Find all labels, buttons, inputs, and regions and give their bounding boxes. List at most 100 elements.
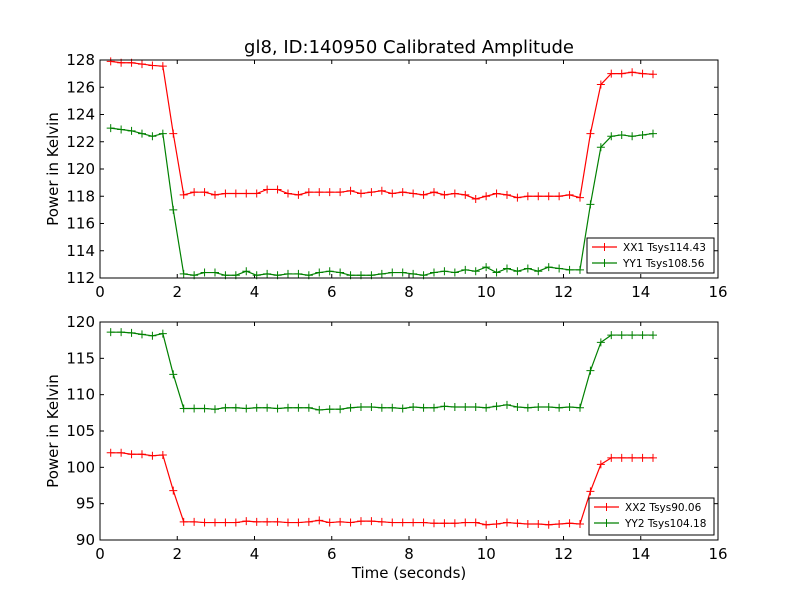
data-point-marker	[190, 517, 199, 526]
y-tick-label: 105	[66, 422, 95, 440]
y-axis-label: Power in Kelvin	[44, 112, 62, 226]
data-point-marker	[409, 518, 418, 527]
y-tick-label: 110	[66, 386, 95, 404]
data-point-marker	[294, 269, 303, 278]
data-point-marker	[336, 405, 345, 414]
data-point-marker	[263, 185, 272, 194]
data-point-marker	[607, 453, 616, 462]
x-tick-label: 0	[95, 545, 105, 563]
data-point-marker	[137, 450, 146, 459]
data-point-marker	[356, 189, 365, 198]
data-point-marker	[565, 265, 574, 274]
data-point-marker	[388, 403, 397, 412]
data-point-marker	[315, 516, 324, 525]
data-point-marker	[586, 129, 595, 138]
data-point-marker	[409, 403, 418, 412]
data-point-marker	[221, 189, 230, 198]
data-point-marker	[388, 189, 397, 198]
data-point-marker	[544, 403, 553, 412]
x-tick-label: 2	[172, 283, 182, 301]
data-point-marker	[117, 448, 126, 457]
data-point-marker	[315, 188, 324, 197]
data-point-marker	[200, 404, 209, 413]
data-point-marker	[617, 130, 626, 139]
legend-marker	[600, 243, 609, 251]
data-point-marker	[617, 453, 626, 462]
data-point-marker	[367, 403, 376, 412]
data-point-marker	[158, 129, 167, 138]
data-point-marker	[304, 517, 313, 526]
data-point-marker	[586, 200, 595, 209]
data-point-marker	[471, 267, 480, 276]
data-point-marker	[325, 518, 334, 527]
data-point-marker	[336, 188, 345, 197]
data-point-marker	[648, 453, 657, 462]
data-point-marker	[513, 403, 522, 412]
data-point-marker	[502, 264, 511, 273]
data-point-marker	[179, 269, 188, 278]
data-point-marker	[315, 405, 324, 414]
data-point-marker	[461, 190, 470, 199]
data-point-marker	[523, 520, 532, 529]
data-point-marker	[294, 518, 303, 527]
data-point-marker	[482, 192, 491, 201]
data-point-marker	[502, 400, 511, 409]
data-point-marker	[179, 517, 188, 526]
x-tick-label: 12	[554, 545, 573, 563]
data-point-marker	[596, 143, 605, 152]
legend-label: YY2 Tsys104.18	[624, 518, 706, 530]
data-point-marker	[252, 403, 261, 412]
data-point-marker	[169, 129, 178, 138]
data-point-marker	[628, 132, 637, 141]
x-tick-label: 6	[327, 283, 337, 301]
data-point-marker	[190, 188, 199, 197]
data-point-marker	[544, 192, 553, 201]
data-point-marker	[450, 519, 459, 528]
data-point-marker	[398, 188, 407, 197]
legend-label: XX2 Tsys90.06	[625, 502, 702, 514]
data-point-marker	[377, 517, 386, 526]
y-tick-label: 115	[66, 349, 95, 367]
y-tick-label: 90	[76, 531, 95, 549]
y-tick-label: 128	[66, 51, 95, 69]
data-point-marker	[158, 62, 167, 71]
data-point-marker	[221, 518, 230, 527]
data-point-marker	[127, 328, 136, 337]
y-tick-label: 114	[66, 242, 95, 260]
x-tick-label: 8	[404, 545, 414, 563]
data-point-marker	[304, 403, 313, 412]
x-tick-label: 16	[708, 283, 727, 301]
x-tick-label: 4	[250, 545, 260, 563]
y-axis-label: Power in Kelvin	[44, 374, 62, 488]
data-point-marker	[440, 519, 449, 528]
data-point-marker	[137, 330, 146, 339]
data-point-marker	[440, 402, 449, 411]
data-point-marker	[461, 518, 470, 527]
y-tick-label: 126	[66, 78, 95, 96]
data-point-marker	[210, 405, 219, 414]
data-point-marker	[398, 268, 407, 277]
data-point-marker	[502, 190, 511, 199]
data-point-marker	[200, 268, 209, 277]
data-point-marker	[106, 57, 115, 66]
data-point-marker	[534, 267, 543, 276]
data-point-marker	[106, 448, 115, 457]
y-tick-label: 112	[66, 269, 95, 287]
data-point-marker	[210, 190, 219, 199]
data-point-marker	[346, 518, 355, 527]
data-point-marker	[148, 132, 157, 141]
data-point-marker	[523, 264, 532, 273]
data-point-marker	[565, 519, 574, 528]
data-point-marker	[586, 487, 595, 496]
data-point-marker	[283, 518, 292, 527]
data-point-marker	[377, 269, 386, 278]
legend-label: XX1 Tsys114.43	[623, 242, 706, 254]
data-point-marker	[325, 267, 334, 276]
legend-box	[586, 237, 715, 274]
data-point-marker	[482, 520, 491, 529]
data-point-marker	[231, 403, 240, 412]
data-point-marker	[200, 188, 209, 197]
data-point-marker	[409, 189, 418, 198]
axes-frame	[99, 59, 719, 279]
data-point-marker	[440, 267, 449, 276]
